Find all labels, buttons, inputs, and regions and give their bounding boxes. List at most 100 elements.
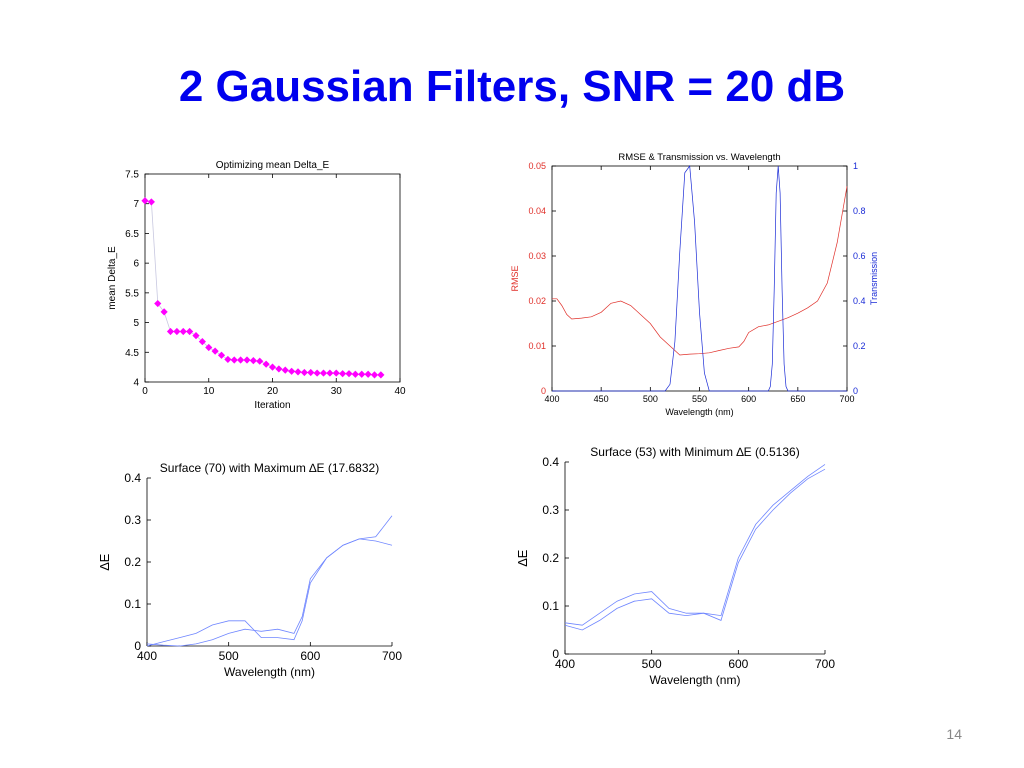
x-tick-label: 500 [643, 394, 658, 404]
y2-tick-label: 0.8 [853, 206, 866, 216]
data-point [320, 369, 327, 376]
data-point [218, 352, 225, 359]
x-tick-label: 600 [741, 394, 756, 404]
x-tick-label: 650 [790, 394, 805, 404]
x-axis-label: Wavelength (nm) [665, 407, 733, 417]
x-tick-label: 400 [544, 394, 559, 404]
y2-tick-label: 0.6 [853, 251, 866, 261]
x-axis-label: Iteration [254, 400, 290, 411]
data-point [314, 369, 321, 376]
y-tick-label: 0.1 [542, 599, 559, 613]
chart-title: Surface (53) with Minimum ∆E (0.5136) [590, 445, 799, 459]
data-point [237, 356, 244, 363]
y-tick-label: 0.04 [528, 206, 546, 216]
y2-axis-label: Transmission [869, 252, 879, 305]
y-tick-label: 5 [133, 318, 139, 329]
data-point [294, 368, 301, 375]
x-tick-label: 500 [642, 657, 662, 671]
series-line [147, 516, 392, 646]
y-tick-label: 0.2 [542, 551, 559, 565]
y-tick-label: 0.3 [124, 513, 141, 527]
y-axis-label: mean Delta_E [107, 246, 118, 310]
data-point [377, 371, 384, 378]
data-point [180, 328, 187, 335]
data-point [141, 197, 148, 204]
y-tick-label: 0 [552, 647, 559, 661]
y-tick-label: 5.5 [125, 288, 139, 299]
series-line [565, 464, 825, 625]
plot-area-box [145, 174, 400, 382]
y-tick-label: 0.01 [528, 341, 546, 351]
data-point [301, 369, 308, 376]
optimizing-chart: 0 10 20 30 40 4 4.5 5 5.5 6 6.5 7 7.5 Optimizing mean… [90, 150, 420, 420]
data-point [288, 368, 295, 375]
y-tick-label: 0.2 [124, 555, 141, 569]
rmse-transmission-chart: 400 450 500 550 600 650 70000.010.020.030.040.… [500, 142, 900, 427]
data-point [371, 371, 378, 378]
slide-title: 2 Gaussian Filters, SNR = 20 dB [0, 62, 1024, 112]
data-point [224, 356, 231, 363]
plot-area-box [552, 166, 847, 391]
x-tick-label: 0 [142, 386, 148, 397]
x-tick-label: 30 [331, 386, 343, 397]
surface-min-chart: 400 500 600 700 0 0.1 0.2 0.3 0.4 Surface (53) wi… [510, 432, 840, 697]
y-tick-label: 0.4 [542, 455, 559, 469]
data-point [212, 347, 219, 354]
data-point [148, 198, 155, 205]
data-point [186, 328, 193, 335]
data-point [345, 370, 352, 377]
y-tick-label: 6.5 [125, 229, 139, 240]
data-point [282, 367, 289, 374]
series-line [552, 186, 847, 355]
data-point [358, 371, 365, 378]
y-tick-label: 0.02 [528, 296, 546, 306]
chart-title: RMSE & Transmission vs. Wavelength [618, 152, 780, 163]
y2-tick-label: 0 [853, 386, 858, 396]
data-point [250, 357, 257, 364]
series-line [147, 539, 392, 646]
data-point [243, 356, 250, 363]
x-tick-label: 700 [382, 649, 402, 663]
y-tick-label: 0.3 [542, 503, 559, 517]
y-tick-label: 6 [133, 259, 139, 270]
y-tick-label: 0 [541, 386, 546, 396]
y-tick-label: 0.03 [528, 251, 546, 261]
y-axis-label: ∆E [515, 549, 530, 566]
y2-tick-label: 0.4 [853, 296, 866, 306]
y2-tick-label: 1 [853, 161, 858, 171]
x-tick-label: 550 [692, 394, 707, 404]
y-tick-label: 0.05 [528, 161, 546, 171]
data-point [275, 365, 282, 372]
y-axis-label: ∆E [97, 553, 112, 570]
x-tick-label: 10 [203, 386, 215, 397]
x-tick-label: 20 [267, 386, 279, 397]
surface-max-chart: 400 500 600 70000.10.20.30.4Surface (70) wi… [92, 450, 422, 690]
data-point [352, 371, 359, 378]
data-point [326, 369, 333, 376]
data-point [269, 364, 276, 371]
data-point [333, 369, 340, 376]
chart-title: Surface (70) with Maximum ∆E (17.6832) [160, 461, 379, 475]
y-tick-label: 4 [133, 378, 139, 389]
y-tick-label: 7 [133, 199, 139, 210]
data-point [339, 370, 346, 377]
x-tick-label: 600 [300, 649, 320, 663]
page-number: 14 [946, 726, 962, 742]
y2-tick-label: 0.2 [853, 341, 866, 351]
x-tick-label: 450 [594, 394, 609, 404]
data-point [256, 358, 263, 365]
x-axis-label: Wavelength (nm) [224, 665, 315, 679]
x-tick-label: 600 [728, 657, 748, 671]
x-tick-label: 500 [219, 649, 239, 663]
x-tick-label: 40 [394, 386, 406, 397]
y-tick-label: 4.5 [125, 348, 139, 359]
data-point [167, 328, 174, 335]
series-line [145, 201, 381, 375]
series-line [565, 469, 825, 630]
data-point [263, 361, 270, 368]
chart-title: Optimizing mean Delta_E [216, 160, 330, 171]
y-tick-label: 0.1 [124, 597, 141, 611]
x-axis-label: Wavelength (nm) [650, 673, 741, 687]
data-point [307, 369, 314, 376]
data-point [161, 308, 168, 315]
